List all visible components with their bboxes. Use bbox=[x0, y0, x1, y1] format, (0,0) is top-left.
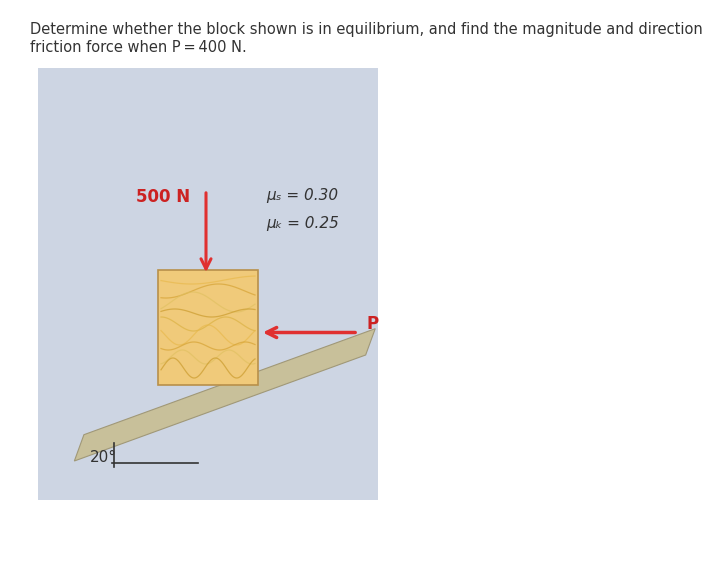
Text: 500 N: 500 N bbox=[136, 188, 190, 206]
Text: μₖ = 0.25: μₖ = 0.25 bbox=[266, 216, 339, 231]
Text: friction force when P = 400 N.: friction force when P = 400 N. bbox=[30, 40, 247, 55]
Text: P: P bbox=[366, 315, 378, 332]
Text: μₛ = 0.30: μₛ = 0.30 bbox=[266, 188, 338, 203]
Bar bbox=[38, 68, 378, 500]
Text: Determine whether the block shown is in equilibrium, and find the magnitude and : Determine whether the block shown is in … bbox=[30, 22, 707, 37]
Polygon shape bbox=[74, 329, 375, 461]
Bar bbox=[158, 270, 258, 385]
Text: 20°: 20° bbox=[90, 450, 117, 465]
